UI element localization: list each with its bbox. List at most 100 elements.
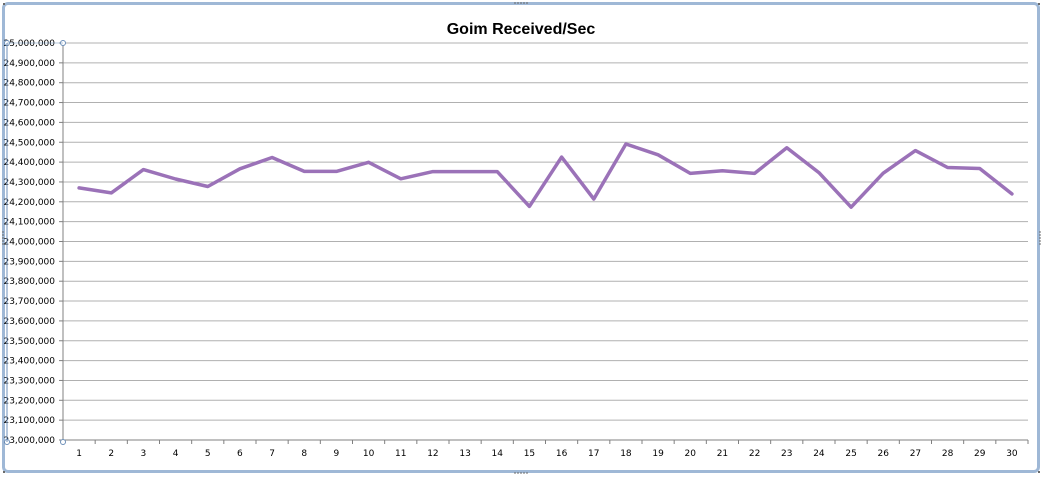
resize-grip-dot[interactable] bbox=[517, 2, 519, 4]
x-axis-tick-labels: 1 2 3 4 5 6 7 8 9 10 11 12 13 14 15 16 17 18 19 20 21 22 23 24 2… bbox=[76, 449, 1018, 459]
resize-grip-dot[interactable] bbox=[523, 2, 525, 4]
x-tick-label: 1 bbox=[76, 449, 82, 459]
y-tick-label: 24,800,000 bbox=[3, 79, 55, 89]
data-point[interactable] bbox=[785, 146, 789, 150]
y-tick-label: 23,700,000 bbox=[3, 297, 55, 307]
resize-grip-dot[interactable] bbox=[520, 472, 522, 474]
y-tick-label: 24,400,000 bbox=[3, 158, 55, 168]
data-point[interactable] bbox=[720, 169, 724, 173]
data-point[interactable] bbox=[174, 177, 178, 181]
y-tick-label: 25,000,000 bbox=[3, 39, 55, 49]
gridlines bbox=[63, 42, 1028, 421]
selection-handle[interactable] bbox=[60, 439, 66, 445]
x-tick-label: 13 bbox=[459, 449, 470, 459]
x-tick-label: 26 bbox=[878, 449, 890, 459]
x-tick-label: 8 bbox=[301, 449, 307, 459]
resize-grip-dot[interactable] bbox=[523, 472, 525, 474]
x-tick-label: 24 bbox=[813, 449, 825, 459]
data-point[interactable] bbox=[431, 170, 435, 174]
data-point[interactable] bbox=[1010, 192, 1014, 196]
data-point[interactable] bbox=[688, 171, 692, 175]
resize-grip-dot[interactable] bbox=[514, 472, 516, 474]
x-tick-label: 7 bbox=[269, 449, 275, 459]
resize-grip-dot[interactable] bbox=[514, 2, 516, 4]
series-line[interactable] bbox=[77, 142, 1014, 209]
resize-grip-dot[interactable] bbox=[2, 234, 4, 236]
data-point[interactable] bbox=[592, 197, 596, 201]
data-point[interactable] bbox=[109, 191, 113, 195]
data-point[interactable] bbox=[817, 171, 821, 175]
y-tick-label: 24,900,000 bbox=[3, 59, 55, 69]
data-point[interactable] bbox=[849, 205, 853, 209]
y-tick-label: 23,500,000 bbox=[3, 337, 55, 347]
x-tick-label: 9 bbox=[334, 449, 340, 459]
resize-grip-dot[interactable] bbox=[526, 2, 528, 4]
data-point[interactable] bbox=[624, 142, 628, 146]
data-point[interactable] bbox=[238, 167, 242, 171]
data-point[interactable] bbox=[302, 169, 306, 173]
y-tick-label: 23,200,000 bbox=[3, 396, 55, 406]
y-tick-label: 24,200,000 bbox=[3, 198, 55, 208]
resize-grip-dot[interactable] bbox=[2, 240, 4, 242]
x-tick-label: 29 bbox=[974, 449, 986, 459]
data-point[interactable] bbox=[270, 156, 274, 160]
data-point[interactable] bbox=[206, 185, 210, 189]
series-group[interactable] bbox=[77, 142, 1014, 209]
x-tick-label: 21 bbox=[717, 449, 728, 459]
axes bbox=[59, 42, 1029, 444]
y-tick-label: 23,400,000 bbox=[3, 357, 55, 367]
data-point[interactable] bbox=[399, 177, 403, 181]
data-point[interactable] bbox=[334, 169, 338, 173]
resize-grip-dot[interactable] bbox=[1039, 240, 1041, 242]
y-tick-label: 23,800,000 bbox=[3, 277, 55, 287]
resize-grip-dot[interactable] bbox=[1039, 237, 1041, 239]
resize-grip-dot[interactable] bbox=[1039, 231, 1041, 233]
corner-grip[interactable] bbox=[3, 471, 5, 473]
x-tick-label: 22 bbox=[749, 449, 760, 459]
data-point[interactable] bbox=[978, 166, 982, 170]
chart-title[interactable]: Goim Received/Sec bbox=[447, 21, 596, 38]
corner-grip[interactable] bbox=[1038, 471, 1040, 473]
data-point[interactable] bbox=[753, 171, 757, 175]
data-point[interactable] bbox=[656, 153, 660, 157]
y-tick-label: 23,600,000 bbox=[3, 317, 55, 327]
data-point[interactable] bbox=[141, 168, 145, 172]
resize-grip-dot[interactable] bbox=[517, 472, 519, 474]
data-point[interactable] bbox=[77, 186, 81, 190]
resize-grip-dot[interactable] bbox=[2, 237, 4, 239]
x-tick-label: 5 bbox=[205, 449, 211, 459]
x-tick-label: 30 bbox=[1006, 449, 1018, 459]
resize-grip-dot[interactable] bbox=[520, 2, 522, 4]
corner-grip[interactable] bbox=[3, 3, 5, 5]
x-tick-label: 20 bbox=[685, 449, 697, 459]
resize-grip-dot[interactable] bbox=[2, 231, 4, 233]
x-tick-label: 23 bbox=[781, 449, 792, 459]
x-tick-label: 27 bbox=[910, 449, 921, 459]
x-tick-label: 3 bbox=[141, 449, 147, 459]
y-tick-label: 23,300,000 bbox=[3, 376, 55, 386]
data-point[interactable] bbox=[495, 170, 499, 174]
x-tick-label: 14 bbox=[492, 449, 504, 459]
data-point[interactable] bbox=[463, 170, 467, 174]
data-point[interactable] bbox=[367, 160, 371, 164]
y-tick-label: 23,100,000 bbox=[3, 416, 55, 426]
x-tick-label: 12 bbox=[427, 449, 438, 459]
y-tick-label: 24,500,000 bbox=[3, 138, 55, 148]
corner-grip[interactable] bbox=[1038, 3, 1040, 5]
data-point[interactable] bbox=[560, 155, 564, 159]
x-tick-label: 17 bbox=[588, 449, 599, 459]
selection-handles[interactable] bbox=[4, 40, 66, 445]
resize-grip-dot[interactable] bbox=[1039, 243, 1041, 245]
x-tick-label: 28 bbox=[942, 449, 954, 459]
data-point[interactable] bbox=[527, 204, 531, 208]
resize-grip-dot[interactable] bbox=[1039, 234, 1041, 236]
resize-grip-dot[interactable] bbox=[2, 243, 4, 245]
data-point[interactable] bbox=[946, 165, 950, 169]
data-point[interactable] bbox=[913, 149, 917, 153]
data-point[interactable] bbox=[881, 171, 885, 175]
y-tick-label: 24,300,000 bbox=[3, 178, 55, 188]
resize-grip-dot[interactable] bbox=[526, 472, 528, 474]
